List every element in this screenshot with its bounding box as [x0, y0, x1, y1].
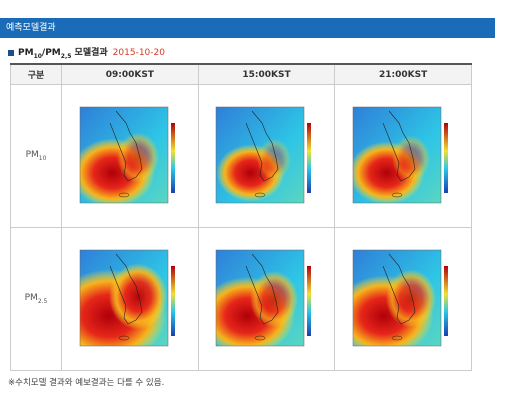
subtitle-text: 모델결과: [71, 48, 108, 58]
subtitle: PM10/PM2,5 모델결과 2015-10-20: [8, 45, 165, 60]
map-cell: [61, 84, 199, 228]
map-cell: [334, 84, 472, 228]
map-image: [214, 245, 319, 350]
map-image: [351, 245, 456, 350]
map-cell: [61, 227, 199, 371]
row-label-sub: 2.5: [37, 297, 48, 305]
subtitle-date: 2015-10-20: [112, 48, 165, 58]
row-label-sub: 10: [38, 154, 47, 162]
footnote: ※수치모델 결과와 예보결과는 다를 수 있음.: [8, 378, 165, 388]
row-label-text: PM: [24, 293, 38, 304]
map-image: [77, 245, 182, 350]
column-header: 09:00KST: [61, 63, 199, 85]
map-image: [214, 102, 319, 207]
column-header: 구분: [10, 63, 62, 85]
results-table: 구분 09:00KST 15:00KST 21:00KST PM10: [10, 63, 472, 371]
map-cell: [197, 227, 336, 371]
map-cell: [197, 84, 336, 228]
row-label-text: PM: [25, 150, 39, 161]
column-header: 21:00KST: [334, 63, 472, 85]
row-label: PM2.5: [10, 227, 62, 371]
row-label: PM10: [10, 84, 62, 228]
subtitle-text: /PM: [41, 48, 61, 58]
column-header: 15:00KST: [197, 63, 336, 85]
subtitle-text: PM: [18, 48, 34, 58]
map-cell: [334, 227, 472, 371]
map-image: [77, 102, 182, 207]
section-header: 예측모델결과: [0, 18, 495, 38]
subtitle-text: 2,5: [60, 52, 72, 60]
subtitle-text: 10: [33, 52, 42, 60]
map-image: [351, 102, 456, 207]
